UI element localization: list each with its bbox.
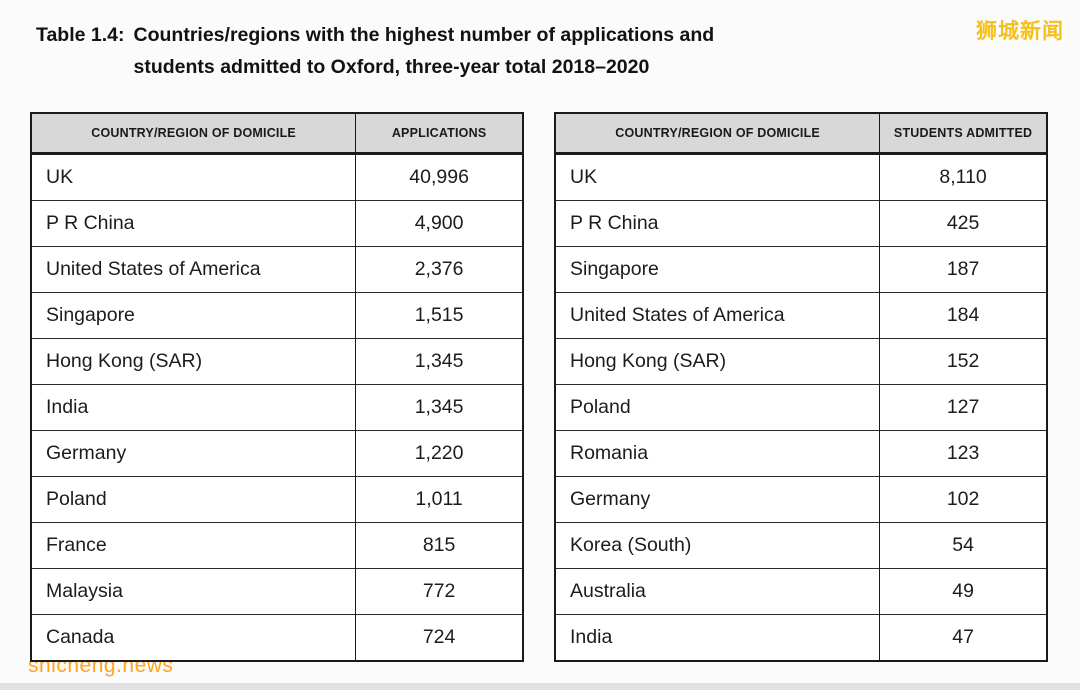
country-cell: P R China [31,200,356,247]
country-cell: United States of America [555,292,880,339]
value-cell: 1,345 [355,338,523,385]
country-cell: Canada [31,614,356,661]
table-row: France 815 [31,522,523,569]
table-number-label: Table 1.4: [36,24,125,46]
value-cell: 54 [879,522,1047,569]
country-cell: UK [555,153,880,201]
value-cell: 102 [879,476,1047,523]
table-row: UK 8,110 [555,153,1047,201]
title-line-1: Countries/regions with the highest numbe… [133,24,715,46]
value-cell: 187 [879,246,1047,293]
header-cell-students-admitted: STUDENTS ADMITTED [879,113,1047,155]
country-cell: Hong Kong (SAR) [31,338,356,385]
value-cell: 184 [879,292,1047,339]
table-row: Germany 102 [555,476,1047,523]
country-cell: India [31,384,356,431]
table-row: Hong Kong (SAR) 1,345 [31,338,523,385]
value-cell: 4,900 [355,200,523,247]
value-cell: 772 [355,568,523,615]
value-cell: 1,515 [355,292,523,339]
country-cell: UK [31,153,356,201]
page-title: Table 1.4: Countries/regions with the hi… [36,19,714,83]
value-cell: 2,376 [355,246,523,293]
table-row: Poland 1,011 [31,476,523,523]
value-cell: 47 [879,614,1047,661]
value-cell: 1,011 [355,476,523,523]
value-cell: 425 [879,200,1047,247]
value-cell: 815 [355,522,523,569]
value-cell: 49 [879,568,1047,615]
table-row: Malaysia 772 [31,568,523,615]
students-admitted-table: COUNTRY/REGION OF DOMICILE STUDENTS ADMI… [554,112,1048,662]
value-cell: 152 [879,338,1047,385]
table-row: United States of America 184 [555,292,1047,339]
header-cell-country: COUNTRY/REGION OF DOMICILE [555,113,880,155]
country-cell: Germany [31,430,356,477]
table-row: Australia 49 [555,568,1047,615]
country-cell: France [31,522,356,569]
header-cell-country: COUNTRY/REGION OF DOMICILE [31,113,356,155]
bottom-edge-band [0,683,1080,690]
table-row: Germany 1,220 [31,430,523,477]
table-row: P R China 4,900 [31,200,523,247]
applications-table: COUNTRY/REGION OF DOMICILE APPLICATIONS … [30,112,524,662]
country-cell: Malaysia [31,568,356,615]
value-cell: 1,220 [355,430,523,477]
value-cell: 8,110 [879,153,1047,201]
watermark-site-logo: 狮城新闻 [976,20,1064,43]
header-row: COUNTRY/REGION OF DOMICILE STUDENTS ADMI… [555,113,1047,155]
table-row: Singapore 1,515 [31,292,523,339]
table-row: United States of America 2,376 [31,246,523,293]
title-line-2: students admitted to Oxford, three-year … [133,56,650,78]
tables-container: COUNTRY/REGION OF DOMICILE APPLICATIONS … [30,112,1048,662]
table-row: P R China 425 [555,200,1047,247]
header-row: COUNTRY/REGION OF DOMICILE APPLICATIONS [31,113,523,155]
table-row: Canada 724 [31,614,523,661]
table-row: Hong Kong (SAR) 152 [555,338,1047,385]
table-row: Korea (South) 54 [555,522,1047,569]
table-row: Poland 127 [555,384,1047,431]
country-cell: Poland [31,476,356,523]
country-cell: Singapore [31,292,356,339]
value-cell: 123 [879,430,1047,477]
title-lines: Countries/regions with the highest numbe… [134,19,715,83]
value-cell: 40,996 [355,153,523,201]
table-row: Singapore 187 [555,246,1047,293]
value-cell: 724 [355,614,523,661]
country-cell: India [555,614,880,661]
country-cell: United States of America [31,246,356,293]
value-cell: 1,345 [355,384,523,431]
country-cell: Germany [555,476,880,523]
country-cell: Singapore [555,246,880,293]
table-row: UK 40,996 [31,153,523,201]
country-cell: Poland [555,384,880,431]
country-cell: Hong Kong (SAR) [555,338,880,385]
table-row: India 47 [555,614,1047,661]
country-cell: P R China [555,200,880,247]
country-cell: Australia [555,568,880,615]
header-cell-applications: APPLICATIONS [355,113,523,155]
country-cell: Romania [555,430,880,477]
table-row: India 1,345 [31,384,523,431]
table-row: Romania 123 [555,430,1047,477]
country-cell: Korea (South) [555,522,880,569]
value-cell: 127 [879,384,1047,431]
